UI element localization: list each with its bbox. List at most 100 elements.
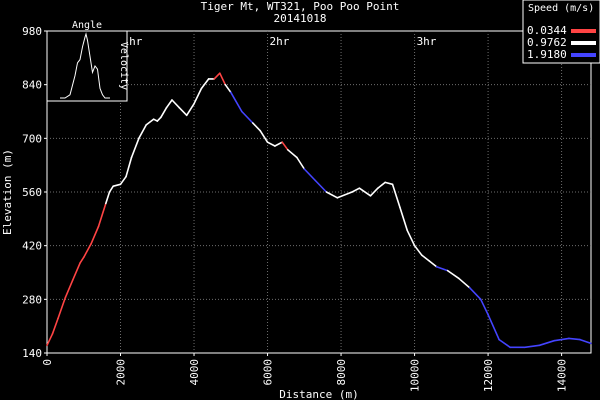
elevation-segment [358, 187, 372, 197]
inset-title: Angle [72, 20, 102, 31]
elevation-segment [336, 191, 353, 199]
elevation-series [46, 72, 592, 349]
elevation-segment [130, 137, 140, 159]
elevation-segment [376, 181, 387, 189]
elevation-segment [413, 244, 423, 257]
elevation-segment [105, 191, 111, 205]
elevation-segment [446, 269, 460, 280]
legend-label: 0.9762 [527, 36, 567, 49]
elevation-segment [369, 187, 379, 197]
elevation-segment [125, 156, 133, 178]
elevation-segment [193, 87, 203, 105]
y-tick-label: 560 [22, 186, 42, 199]
elevation-segment [406, 229, 416, 247]
elevation-segment [108, 185, 114, 193]
x-axis-label: Distance (m) [279, 388, 358, 400]
legend-swatch [571, 29, 596, 33]
elevation-segment [487, 313, 500, 341]
legend-swatch [571, 41, 596, 45]
time-tick-label: 3hr [417, 35, 437, 48]
elevation-segment [241, 110, 254, 124]
time-tick-label: 2hr [270, 35, 290, 48]
legend-title: Speed (m/s) [528, 3, 594, 14]
elevation-segment [145, 118, 155, 126]
x-tick-label: 8000 [335, 359, 348, 386]
y-tick-label: 840 [22, 79, 42, 92]
elevation-segment [391, 183, 401, 209]
elevation-segment [457, 277, 471, 289]
elevation-segment [119, 175, 127, 186]
x-tick-label: 0 [41, 359, 54, 366]
elevation-segment [252, 122, 262, 132]
legend-swatch [571, 53, 596, 57]
chart-subtitle: 20141018 [274, 12, 327, 25]
elevation-segment [286, 149, 298, 159]
elevation-segment [421, 254, 431, 262]
elevation-segment [274, 141, 284, 147]
elevation-segment [112, 183, 122, 187]
elevation-segment [71, 262, 81, 282]
elevation-segment [90, 225, 100, 245]
elevation-segment [200, 78, 210, 90]
elevation-segment [303, 168, 317, 182]
elevation-segment [568, 337, 581, 341]
elevation-segment [266, 141, 276, 147]
axis-ticks: 140 280 420 560 700 840 980 0 2000 4000 6000 8000 10… [22, 25, 568, 392]
elevation-segment [538, 339, 556, 347]
elevation-segment [399, 206, 409, 232]
elevation-segment [224, 83, 232, 94]
y-tick-label: 420 [22, 240, 42, 253]
legend-label: 0.0344 [527, 24, 567, 37]
y-axis-label: Elevation (m) [1, 149, 14, 235]
elevation-segment [314, 179, 328, 193]
x-tick-label: 10000 [409, 359, 422, 392]
y-tick-label: 140 [22, 347, 42, 360]
elevation-segment [138, 124, 147, 140]
elevation-segment [97, 202, 107, 228]
elevation-segment [79, 256, 85, 264]
elevation-segment [230, 91, 243, 113]
legend-label: 1.9180 [527, 48, 567, 61]
elevation-segment [281, 141, 289, 151]
elevation-segment [259, 129, 269, 143]
inset-frame [46, 30, 128, 102]
elevation-segment [83, 243, 92, 259]
y-tick-label: 700 [22, 132, 42, 145]
elevation-segment [553, 337, 570, 342]
elevation-segment [351, 187, 361, 193]
elevation-segment [165, 99, 173, 109]
elevation-segment [579, 338, 592, 345]
elevation-segment [185, 103, 195, 117]
elevation-segment [325, 191, 339, 199]
elevation-segment [219, 72, 227, 86]
elevation-segment [498, 338, 511, 349]
grid-lines [47, 31, 591, 353]
inset-ylabel: Velocity [118, 42, 129, 90]
angle-velocity-inset: Angle Velocity [46, 20, 129, 102]
elevation-segment [160, 106, 168, 119]
time-tick-label: 1hr [123, 35, 143, 48]
elevation-segment [171, 99, 181, 109]
elevation-segment [64, 279, 74, 299]
elevation-segment [384, 181, 394, 186]
elevation-segment [57, 296, 67, 320]
y-tick-label: 980 [22, 25, 42, 38]
elevation-segment [479, 298, 489, 316]
x-tick-label: 2000 [115, 359, 128, 386]
x-tick-label: 12000 [482, 359, 495, 392]
elevation-segment [51, 317, 59, 335]
chart-title: Tiger Mt, WT321, Poo Poo Point [201, 0, 400, 13]
y-tick-label: 280 [22, 293, 42, 306]
x-tick-label: 6000 [262, 359, 275, 386]
elevation-segment [435, 265, 449, 272]
inset-velocity-line [60, 32, 110, 99]
elevation-segment [428, 260, 438, 268]
elevation-segment [468, 286, 482, 301]
elevation-segment [213, 72, 221, 80]
elevation-segment [296, 156, 306, 170]
elevation-segment [156, 116, 162, 122]
x-tick-label: 14000 [556, 359, 569, 392]
elevation-segment [46, 332, 54, 347]
